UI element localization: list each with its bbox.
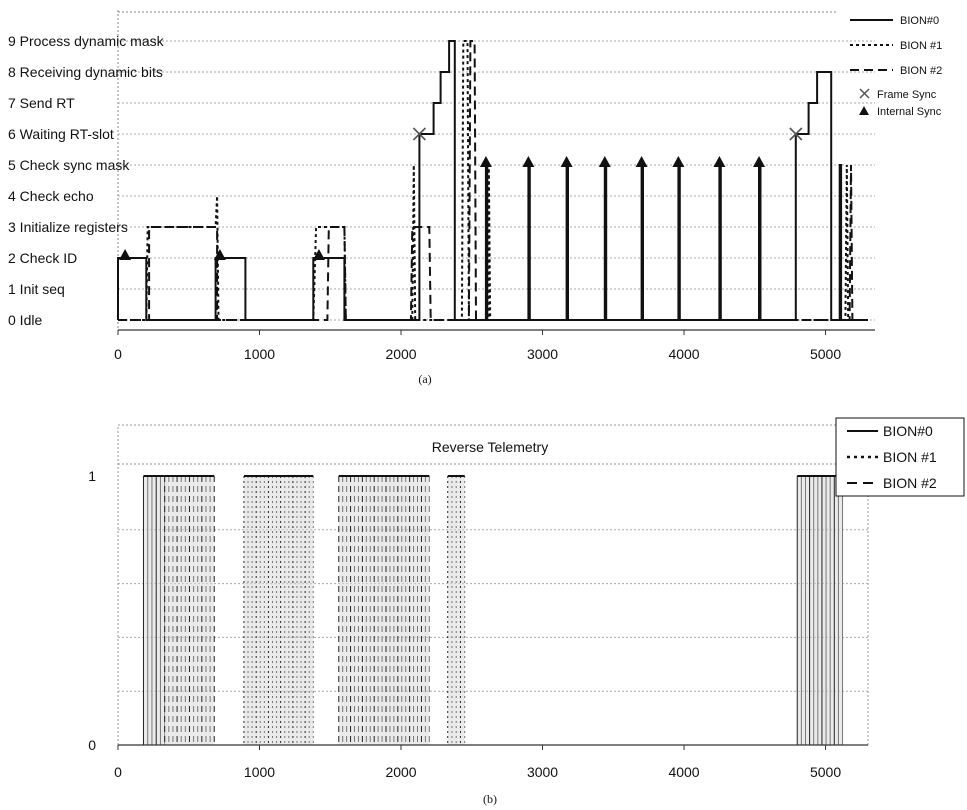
frame-sync-stroke — [412, 127, 426, 141]
panel-b-caption: (b) — [483, 792, 497, 806]
internal-sync-marker — [598, 156, 611, 167]
x-tick-label: 4000 — [668, 346, 699, 362]
x-tick-label: 2000 — [385, 764, 416, 780]
panel-b: Reverse Telemetry 0 1000 2000 3000 4000 50000… — [88, 417, 965, 806]
internal-sync-marker — [713, 156, 726, 167]
series-line — [117, 40, 868, 321]
internal-sync-marker — [672, 156, 685, 167]
pulse-band — [447, 475, 466, 745]
pulse-band-fill — [338, 476, 430, 745]
state-label: 3 Initialize registers — [8, 219, 128, 235]
x-tick-label: 0 — [114, 346, 122, 362]
pulse-band-fill — [797, 476, 843, 745]
legend-b-label-bion1: BION #1 — [883, 449, 937, 465]
frame-sync-marker — [412, 127, 426, 141]
legend-a-label-bion2: BION #2 — [900, 65, 942, 77]
panel-a-series — [117, 40, 868, 321]
panel-a-state-labels: 0 Idle 1 Init seq 2 Check ID 3 Initialize r… — [8, 33, 165, 328]
state-label: 5 Check sync mask — [8, 157, 130, 173]
state-label: 8 Receiving dynamic bits — [8, 64, 163, 80]
x-tick-label: 1000 — [244, 764, 275, 780]
x-tick-label: 2000 — [385, 346, 416, 362]
x-marker-icon — [859, 88, 870, 99]
frame-sync-marker — [789, 127, 803, 141]
panel-b-legend: BION#0 BION #1 BION #2 — [835, 417, 965, 497]
legend-b-label-bion2: BION #2 — [883, 475, 937, 491]
panel-b-pulses — [142, 475, 844, 745]
panel-b-frame — [117, 424, 869, 746]
state-label: 4 Check echo — [8, 188, 94, 204]
internal-sync-marker — [635, 156, 648, 167]
panel-b-ticks: 0 1000 2000 3000 4000 5000 0 1 — [88, 468, 841, 780]
x-tick-label: 1000 — [244, 346, 275, 362]
pulse-band-fill — [143, 476, 165, 745]
internal-sync-marker — [522, 156, 535, 167]
x-tick-label: 0 — [114, 764, 122, 780]
panel-a-caption: (a) — [418, 372, 431, 386]
legend-a-label-bion1: BION #1 — [900, 40, 942, 52]
legend-b-label-bion0: BION#0 — [883, 423, 933, 439]
series-line — [118, 40, 868, 321]
y-tick-label: 0 — [88, 737, 96, 753]
internal-sync-marker — [119, 249, 132, 260]
pulse-band — [243, 475, 314, 745]
x-tick-label: 5000 — [810, 346, 841, 362]
panel-a-markers — [119, 127, 803, 260]
internal-sync-marker — [213, 249, 226, 260]
legend-a-label-internal-sync: Internal Sync — [877, 106, 942, 118]
state-label: 2 Check ID — [8, 250, 77, 266]
pulse-band — [796, 475, 844, 745]
internal-sync-marker — [753, 156, 766, 167]
legend-a-label-bion0: BION#0 — [900, 15, 939, 27]
state-label: 6 Waiting RT-slot — [8, 126, 114, 142]
internal-sync-marker — [560, 156, 573, 167]
panel-a-x-ticks: 0 1000 2000 3000 4000 5000 — [114, 330, 841, 362]
panel-b-title: Reverse Telemetry — [432, 439, 548, 455]
x-tick-label: 4000 — [668, 764, 699, 780]
pulse-band — [338, 475, 430, 745]
x-tick-label: 3000 — [527, 764, 558, 780]
legend-a-label-frame-sync: Frame Sync — [877, 89, 937, 101]
state-label: 0 Idle — [8, 312, 42, 328]
panel-a-legend: BION#0 BION #1 BION #2 Frame Sync Intern… — [850, 15, 942, 118]
frame-sync-stroke — [789, 127, 803, 141]
pulse-band — [164, 475, 215, 745]
internal-sync-marker — [479, 156, 492, 167]
x-tick-label: 3000 — [527, 346, 558, 362]
pulse-band-fill — [243, 476, 314, 745]
internal-sync-marker — [312, 249, 325, 260]
triangle-marker-icon — [859, 106, 869, 115]
x-tick-label: 5000 — [810, 764, 841, 780]
y-tick-label: 1 — [88, 468, 96, 484]
state-label: 7 Send RT — [8, 95, 75, 111]
series-line — [118, 40, 868, 321]
pulse-band — [142, 475, 166, 745]
panel-b-gridlines — [118, 529, 868, 692]
state-label: 1 Init seq — [8, 281, 65, 297]
panel-a: 0 Idle 1 Init seq 2 Check ID 3 Initialize r… — [8, 10, 942, 386]
state-label: 9 Process dynamic mask — [8, 33, 165, 49]
